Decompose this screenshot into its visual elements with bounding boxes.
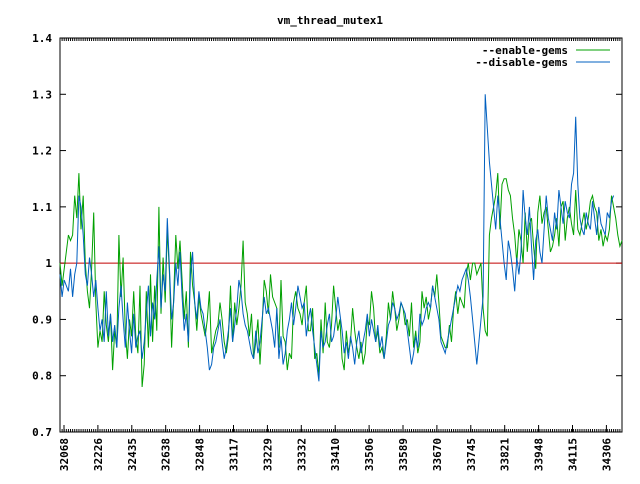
y-tick-label: 0.7 <box>32 426 52 439</box>
x-tick-label: 32068 <box>58 438 71 471</box>
plot-frame <box>59 37 623 433</box>
y-tick-label: 1 <box>45 257 52 270</box>
x-tick-label: 34306 <box>600 438 613 471</box>
series-line-disable-gems <box>59 94 615 382</box>
y-tick-label: 0.9 <box>32 313 52 326</box>
x-tick-label: 33229 <box>261 438 274 471</box>
x-tick-label: 33821 <box>499 438 512 471</box>
legend-label: --enable-gems <box>482 44 568 57</box>
y-tick-label: 1.4 <box>32 32 52 45</box>
x-tick-label: 33670 <box>431 438 444 471</box>
x-tick-label: 33117 <box>228 438 241 471</box>
series-layer <box>59 94 623 388</box>
x-tick-label: 33745 <box>465 438 478 471</box>
axes-layer: 0.7 0.8 0.9 1 1.1 1.2 1.3 1.4 32068 32226 32435 326… <box>32 32 623 471</box>
x-tick-label: 33948 <box>533 438 546 471</box>
series-line-enable-gems <box>59 173 623 388</box>
x-tick-label: 33589 <box>397 438 410 471</box>
x-tick-label: 33410 <box>329 438 342 471</box>
x-tick-label: 33332 <box>295 438 308 471</box>
x-tick-label: 33506 <box>363 438 376 471</box>
legend-label: --disable-gems <box>475 56 568 69</box>
y-tick-label: 1.1 <box>32 201 52 214</box>
x-tick-label: 32226 <box>92 438 105 471</box>
x-tick-label: 32848 <box>194 438 207 471</box>
legend: --enable-gems--disable-gems <box>475 44 610 69</box>
y-tick-label: 1.2 <box>32 145 52 158</box>
y-tick-label: 1.3 <box>32 88 52 101</box>
x-tick-label: 32638 <box>160 438 173 471</box>
chart-title: vm_thread_mutex1 <box>277 14 383 27</box>
x-tick-label: 34115 <box>567 438 580 471</box>
x-tick-label: 32435 <box>126 438 139 471</box>
y-tick-label: 0.8 <box>32 370 52 383</box>
